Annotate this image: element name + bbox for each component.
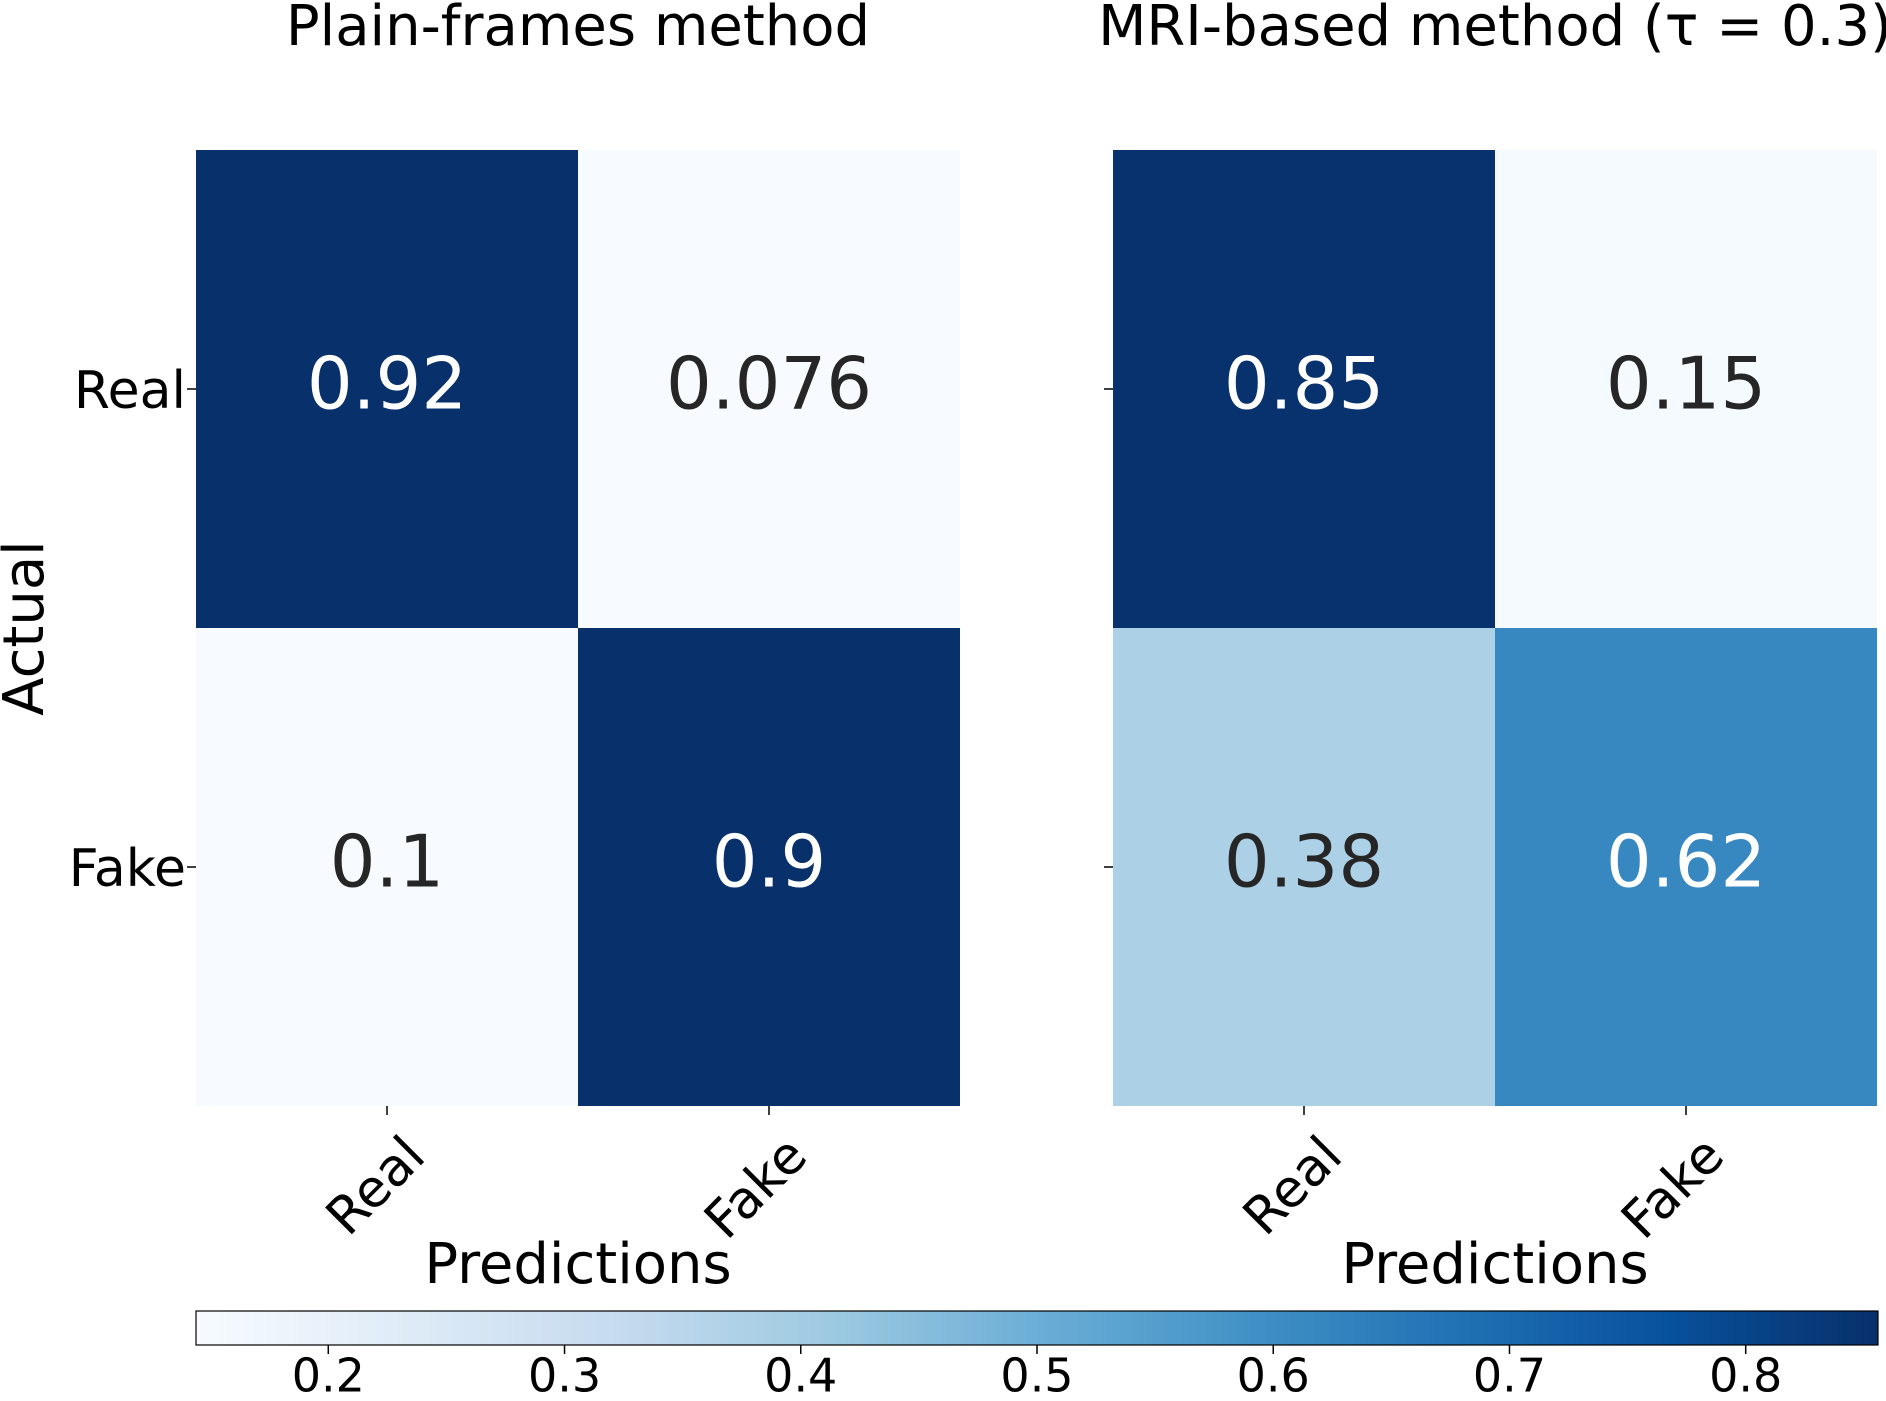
panel-1-xtick-label-1: Real (315, 1125, 437, 1247)
colorbar-tick-label-5: 0.6 (1237, 1349, 1310, 1401)
panel-2-title: MRI-based method (τ = 0.3) (1098, 0, 1886, 59)
panel-2-cell-label-r1c1: 0.85 (1224, 342, 1384, 426)
panel-1-cell-label-r1c2: 0.076 (666, 342, 872, 426)
panel-1-cell-r1c1 (196, 150, 578, 628)
panel-1-ytick-label-1: Real (74, 361, 186, 421)
colorbar-tick-label-6: 0.7 (1473, 1349, 1546, 1401)
colorbar-tick-label-1: 0.2 (292, 1349, 365, 1401)
panel-1-ylabel: Actual (0, 540, 57, 715)
panel-1-ytick-label-2: Fake (69, 839, 186, 899)
panel-1-cell-r2c2 (578, 628, 960, 1106)
panel-1-title: Plain-frames method (286, 0, 870, 59)
panel-2-cell-r1c2 (1495, 150, 1877, 628)
panel-2-cell-r1c1 (1113, 150, 1495, 628)
panel-1-cell-label-r1c1: 0.92 (307, 342, 467, 426)
colorbar-tick-label-3: 0.4 (764, 1349, 837, 1401)
panel-2-cell-r2c1 (1113, 628, 1495, 1106)
panel-1-cell-r2c1 (196, 628, 578, 1106)
panel-2-cell-label-r1c2: 0.15 (1606, 342, 1766, 426)
panel-2-cell-label-r2c2: 0.62 (1606, 820, 1766, 904)
panel-1-xlabel: Predictions (424, 1232, 731, 1297)
panel-2-xtick-label-1: Real (1232, 1125, 1354, 1247)
panel-1-cell-r1c2 (578, 150, 960, 628)
colorbar-tick-label-7: 0.8 (1709, 1349, 1782, 1401)
colorbar (195, 1310, 1879, 1346)
panel-2-xlabel: Predictions (1341, 1232, 1648, 1297)
panel-1-cell-label-r2c1: 0.1 (330, 820, 445, 904)
panel-1-cell-label-r2c2: 0.9 (712, 820, 827, 904)
panel-2-cell-label-r2c1: 0.38 (1224, 820, 1384, 904)
colorbar-tick-label-2: 0.3 (528, 1349, 601, 1401)
panel-2-cell-r2c2 (1495, 628, 1877, 1106)
colorbar-tick-label-4: 0.5 (1000, 1349, 1073, 1401)
